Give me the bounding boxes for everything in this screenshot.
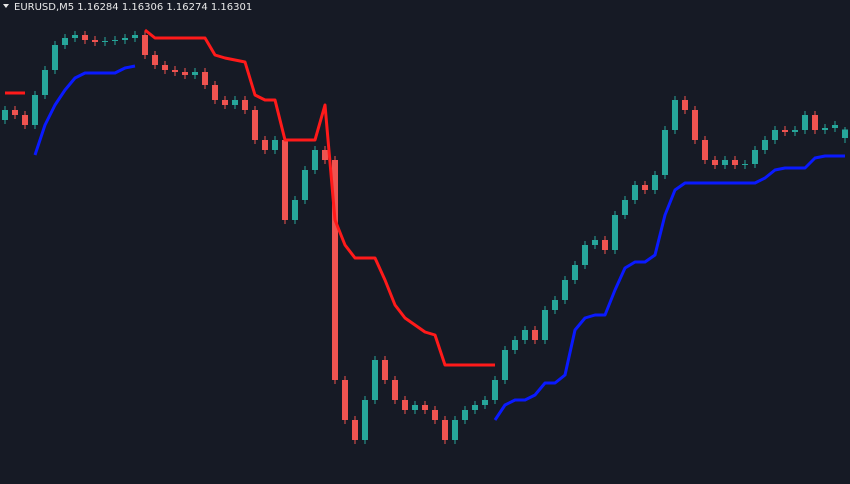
candle-body [642, 185, 648, 190]
candle-body [292, 200, 298, 220]
indicator-line [5, 28, 495, 367]
candle-body [442, 420, 448, 440]
candle-body [492, 380, 498, 400]
candle-body [322, 150, 328, 160]
candle-body [462, 410, 468, 420]
candle-body [542, 310, 548, 340]
candle-body [472, 405, 478, 410]
candle-body [392, 380, 398, 400]
candle-body [562, 280, 568, 300]
candle-body [342, 380, 348, 420]
candle-body [792, 130, 798, 132]
candle-body [232, 100, 238, 105]
candle-body [332, 160, 338, 380]
menu-arrow[interactable] [3, 4, 9, 8]
candle-body [802, 115, 808, 130]
candle-body [752, 150, 758, 164]
candle-body [772, 130, 778, 140]
candle-body [602, 240, 608, 250]
candle-body [102, 41, 108, 42]
candle-body [502, 350, 508, 380]
candle-body [152, 55, 158, 65]
candle-body [262, 140, 268, 150]
candle-body [352, 420, 358, 440]
candle-body [382, 360, 388, 380]
candle-body [222, 100, 228, 105]
candle-body [182, 72, 188, 75]
candle-body [362, 400, 368, 440]
candle-body [732, 160, 738, 165]
candle-body [712, 160, 718, 165]
candle-body [272, 140, 278, 150]
candle-body [832, 125, 838, 128]
candle-body [192, 72, 198, 75]
candle-body [32, 95, 38, 125]
candle-body [612, 215, 618, 250]
candle-body [782, 130, 788, 132]
candle-body [682, 100, 688, 110]
candle-body [372, 360, 378, 400]
candle-body [412, 405, 418, 410]
candle-body [452, 420, 458, 440]
candle-body [302, 170, 308, 200]
candle-body [572, 265, 578, 280]
candle-body [132, 35, 138, 38]
candle-body [722, 160, 728, 165]
candle-body [422, 405, 428, 410]
candle-body [842, 129, 848, 138]
candle-body [822, 128, 828, 130]
indicator-line [33, 64, 845, 421]
candle-body [812, 115, 818, 130]
candle-body [552, 300, 558, 310]
candle-body [592, 240, 598, 245]
candle-body [622, 200, 628, 215]
plot-area [2, 28, 848, 444]
candle-body [522, 330, 528, 340]
candle-body [762, 140, 768, 150]
candle-body [212, 85, 218, 100]
candle-body [512, 340, 518, 350]
candle-body [282, 140, 288, 220]
candle-body [142, 35, 148, 55]
candle-body [662, 130, 668, 175]
candle-body [52, 45, 58, 70]
candle-body [242, 100, 248, 110]
candle-body [162, 65, 168, 70]
candle-body [652, 175, 658, 190]
candle-body [432, 410, 438, 420]
candle-body [202, 72, 208, 85]
candle-body [692, 110, 698, 140]
candle-body [172, 70, 178, 72]
candle-body [702, 140, 708, 160]
candle-body [72, 35, 78, 38]
candle-body [42, 70, 48, 95]
candle-body [312, 150, 318, 170]
candle-body [92, 40, 98, 42]
candle-body [112, 40, 118, 41]
candle-body [402, 400, 408, 410]
candle-body [2, 110, 8, 120]
candle-body [22, 115, 28, 125]
candle-body [742, 164, 748, 165]
candle-body [82, 35, 88, 40]
candle-body [12, 110, 18, 115]
candle-body [532, 330, 538, 340]
candle-body [122, 38, 128, 40]
candle-body [632, 185, 638, 200]
candle-body [672, 100, 678, 130]
candle-body [582, 245, 588, 265]
candle-body [482, 400, 488, 405]
candle-body [252, 110, 258, 140]
chart-title: EURUSD,M5 1.16284 1.16306 1.16274 1.1630… [14, 2, 252, 13]
candle-body [62, 38, 68, 45]
